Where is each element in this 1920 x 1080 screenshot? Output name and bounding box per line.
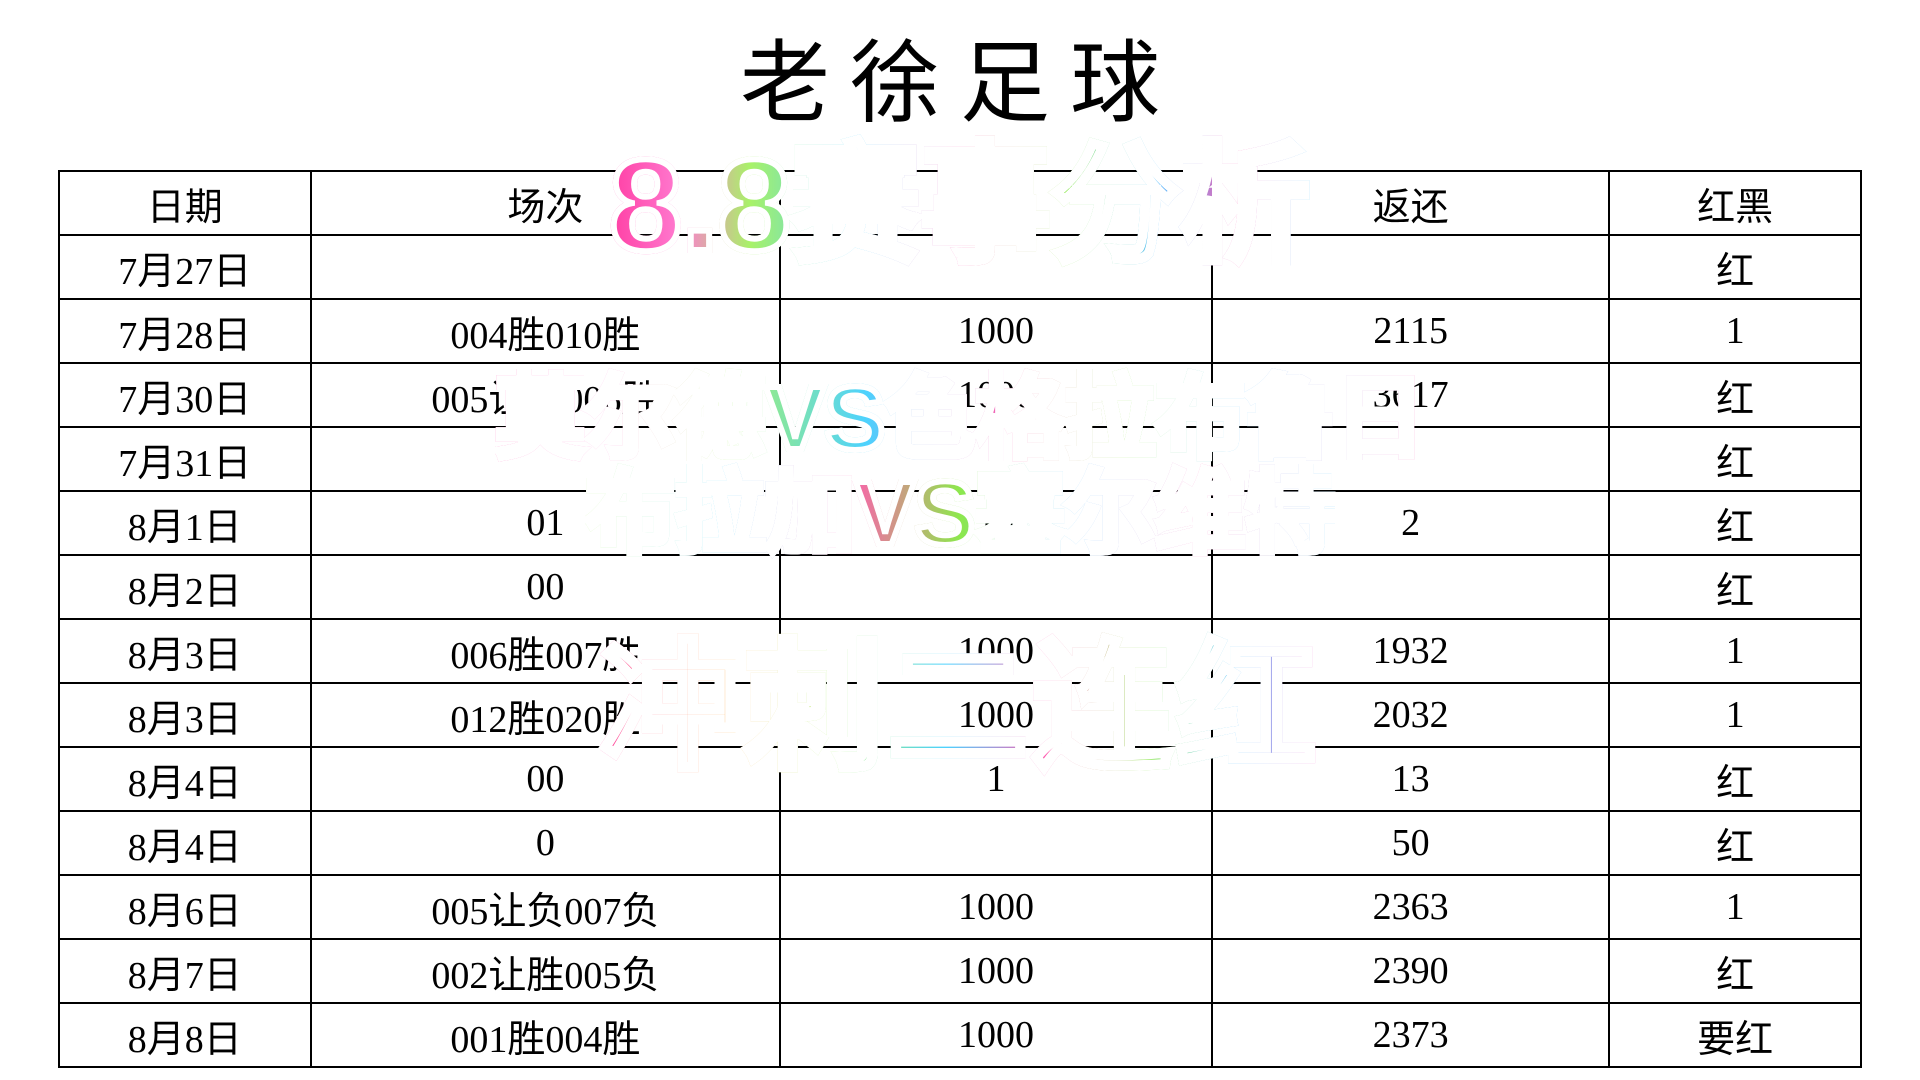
table-cell: 50 [1212, 811, 1609, 875]
table-cell: 红 [1609, 555, 1861, 619]
col-match: 场次 [311, 171, 780, 235]
table-row: 8月4日00113红 [59, 747, 1862, 811]
table-row: 8月2日00 红 [59, 555, 1862, 619]
table-cell: 13 [1212, 747, 1609, 811]
table-cell [1212, 555, 1609, 619]
table-cell: 2115 [1212, 299, 1609, 363]
results-table: 日期 场次 投入 返还 红黑 7月27日红7月28日004胜010胜100021… [58, 170, 1863, 1068]
table-cell: 8月7日 [59, 939, 311, 1003]
table-body: 7月27日红7月28日004胜010胜1000211517月30日005让胜00… [59, 235, 1862, 1067]
table-row: 8月4日0 50红 [59, 811, 1862, 875]
table-cell [311, 427, 780, 491]
table-cell: 8月2日 [59, 555, 311, 619]
table-cell: 2032 [1212, 683, 1609, 747]
table-row: 8月8日001胜004胜10002373要红 [59, 1003, 1862, 1067]
table-cell: 红 [1609, 939, 1861, 1003]
table-cell: 1000 [780, 363, 1213, 427]
table-cell: 红 [1609, 491, 1861, 555]
table-cell: 1000 [780, 683, 1213, 747]
table-cell [780, 811, 1213, 875]
table-cell: 2 [1212, 491, 1609, 555]
table-cell: 7月31日 [59, 427, 311, 491]
table-cell: 1 [1609, 299, 1861, 363]
table-cell: 10 [780, 491, 1213, 555]
table-row: 7月31日 红 [59, 427, 1862, 491]
table-row: 7月27日 红 [59, 235, 1862, 299]
table-cell: 1932 [1212, 619, 1609, 683]
table-cell: 8月8日 [59, 1003, 311, 1067]
table-cell: 2373 [1212, 1003, 1609, 1067]
table-cell [1212, 235, 1609, 299]
table-cell: 1 [1609, 683, 1861, 747]
col-result: 红黑 [1609, 171, 1861, 235]
table-cell: 1000 [780, 1003, 1213, 1067]
table-cell: 8月6日 [59, 875, 311, 939]
table-cell: 8月4日 [59, 747, 311, 811]
table-cell: 8月3日 [59, 619, 311, 683]
table-cell: 红 [1609, 235, 1861, 299]
table-cell: 1000 [780, 619, 1213, 683]
table-cell: 1 [1609, 619, 1861, 683]
table-cell: 1000 [780, 875, 1213, 939]
table-cell: 8月4日 [59, 811, 311, 875]
table-header-row: 日期 场次 投入 返还 红黑 [59, 171, 1862, 235]
table-cell: 001胜004胜 [311, 1003, 780, 1067]
table-cell [780, 427, 1213, 491]
table-cell: 红 [1609, 811, 1861, 875]
table-cell: 要红 [1609, 1003, 1861, 1067]
table-cell: 红 [1609, 427, 1861, 491]
table-cell: 0 [311, 811, 780, 875]
table-row: 8月6日005让负007负100023631 [59, 875, 1862, 939]
table-cell: 7月27日 [59, 235, 311, 299]
table-cell: 002让胜005负 [311, 939, 780, 1003]
table-row: 8月7日002让胜005负10002390红 [59, 939, 1862, 1003]
table-cell: 012胜020胜 [311, 683, 780, 747]
table-cell: 7月30日 [59, 363, 311, 427]
table-cell: 1000 [780, 939, 1213, 1003]
table-row: 7月30日005让胜006胜10003617红 [59, 363, 1862, 427]
table-cell: 005让胜006胜 [311, 363, 780, 427]
table-cell: 8月3日 [59, 683, 311, 747]
table-cell: 005让负007负 [311, 875, 780, 939]
table-cell: 红 [1609, 363, 1861, 427]
table-cell: 1 [1609, 875, 1861, 939]
table-cell: 006胜007胜 [311, 619, 780, 683]
table-cell: 004胜010胜 [311, 299, 780, 363]
table-cell [780, 235, 1213, 299]
table-row: 8月3日006胜007胜100019321 [59, 619, 1862, 683]
table-cell: 00 [311, 555, 780, 619]
table-cell [780, 555, 1213, 619]
table-cell: 8月1日 [59, 491, 311, 555]
page-title: 老徐足球 [0, 0, 1920, 170]
table-cell: 3617 [1212, 363, 1609, 427]
table-row: 8月3日012胜020胜100020321 [59, 683, 1862, 747]
table-cell: 1 [780, 747, 1213, 811]
table-cell [311, 235, 780, 299]
table-cell [1212, 427, 1609, 491]
table-cell: 01 [311, 491, 780, 555]
col-date: 日期 [59, 171, 311, 235]
table-cell: 红 [1609, 747, 1861, 811]
table-cell: 00 [311, 747, 780, 811]
table-cell: 1000 [780, 299, 1213, 363]
table-cell: 2363 [1212, 875, 1609, 939]
table-row: 8月1日01102红 [59, 491, 1862, 555]
table-cell: 2390 [1212, 939, 1609, 1003]
col-return: 返还 [1212, 171, 1609, 235]
table-cell: 7月28日 [59, 299, 311, 363]
table-row: 7月28日004胜010胜100021151 [59, 299, 1862, 363]
col-invest: 投入 [780, 171, 1213, 235]
